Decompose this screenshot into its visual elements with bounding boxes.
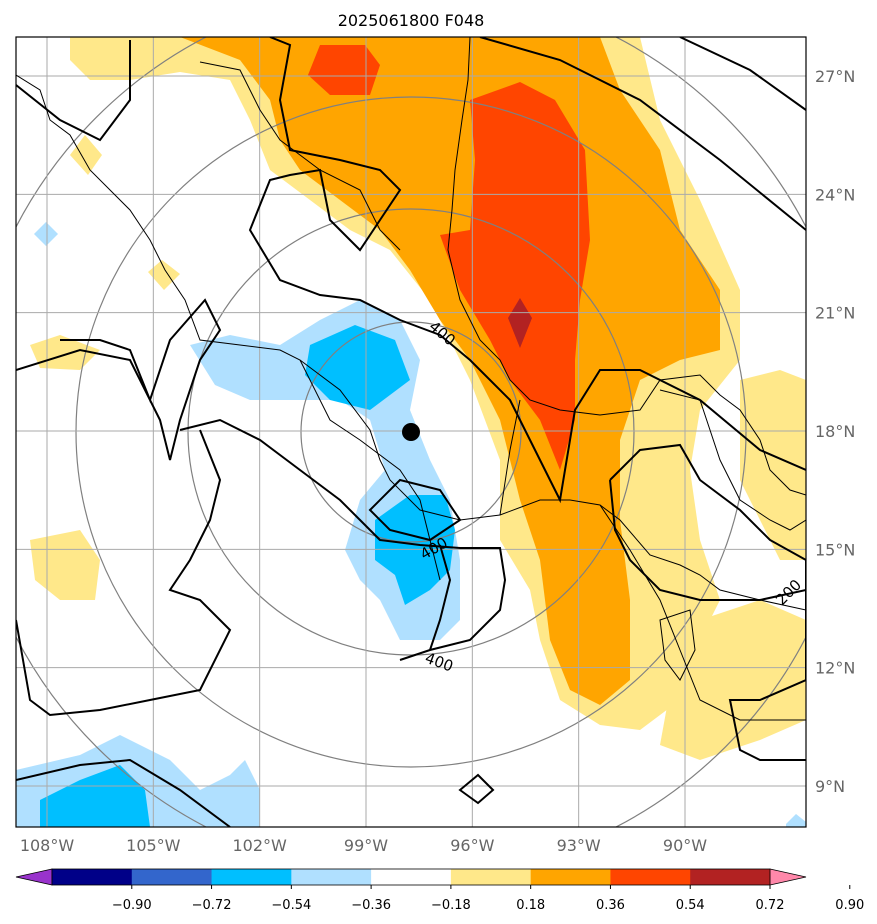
colorbar-tick-label: −0.72 bbox=[192, 898, 232, 913]
colorbar-tick-label: −0.90 bbox=[112, 898, 152, 913]
geopotential-contours bbox=[16, 37, 806, 827]
lon-label: 105°W bbox=[126, 836, 181, 855]
island-outline bbox=[659, 609, 696, 681]
gulf-coastline bbox=[447, 37, 806, 496]
colorbar: −0.90 −0.72 −0.54 −0.36 −0.18 0.18 0.36 0.54 0.7… bbox=[15, 868, 864, 913]
central-america-coast bbox=[599, 504, 806, 721]
positive-field-0.18-ne bbox=[740, 370, 806, 560]
colorbar-tick-label: 0.54 bbox=[676, 898, 705, 913]
colorbar-segment bbox=[131, 869, 213, 885]
storm-center-marker bbox=[402, 423, 420, 441]
colorbar-tick-label: 0.90 bbox=[835, 898, 864, 913]
range-ring-3 bbox=[75, 96, 747, 768]
contour-southwest bbox=[16, 429, 232, 717]
positive-field-0.18-nw1 bbox=[70, 135, 102, 175]
lon-label: 96°W bbox=[450, 836, 494, 855]
negative-field-0.36-sw bbox=[40, 765, 150, 827]
map-area: 400 400 400 200 bbox=[16, 37, 806, 827]
colorbar-segment bbox=[690, 869, 771, 885]
positive-field-0.54 bbox=[440, 82, 590, 470]
colorbar-segment bbox=[211, 869, 292, 885]
colorbar-tick-label: 0.72 bbox=[756, 898, 785, 913]
colorbar-tick-label: 0.18 bbox=[516, 898, 545, 913]
colorbar-segment bbox=[450, 869, 532, 885]
colorbar-segment bbox=[371, 869, 452, 885]
colorbar-extend-low bbox=[15, 868, 53, 886]
colorbar-tick-label: −0.18 bbox=[431, 898, 471, 913]
positive-field-0.54-north bbox=[308, 45, 380, 95]
contour-south bbox=[16, 758, 231, 827]
interior-border-2 bbox=[499, 399, 521, 516]
lon-label: 93°W bbox=[557, 836, 601, 855]
positive-field-0.72 bbox=[508, 298, 532, 348]
colorbar-tick-label: −0.36 bbox=[351, 898, 391, 913]
colorbar-segment bbox=[291, 869, 372, 885]
colorbar-frame bbox=[51, 868, 771, 886]
contour-northeast-2 bbox=[679, 37, 806, 111]
contour-west-trough bbox=[16, 40, 131, 142]
lat-label: 24°N bbox=[815, 185, 855, 204]
negative-field-0.36-south bbox=[375, 495, 455, 605]
contour-east-trough bbox=[609, 479, 806, 601]
contour-north-ridge bbox=[248, 37, 806, 504]
lat-label: 12°N bbox=[815, 659, 855, 678]
colorbar-segment bbox=[530, 869, 611, 885]
lon-label: 99°W bbox=[344, 836, 388, 855]
positive-field-0.18-nw2 bbox=[148, 260, 180, 290]
lon-label: 108°W bbox=[20, 836, 75, 855]
lat-label: 27°N bbox=[815, 67, 855, 86]
lat-label: 18°N bbox=[815, 422, 855, 441]
range-rings bbox=[16, 37, 806, 827]
range-ring-1 bbox=[300, 321, 522, 543]
lat-label: 15°N bbox=[815, 540, 855, 559]
contour-northeast bbox=[479, 37, 806, 231]
colorbar-tick-label: 0.36 bbox=[596, 898, 625, 913]
contour-central bbox=[179, 418, 507, 661]
contour-low-loop bbox=[368, 478, 462, 542]
colorbar-extend-high bbox=[769, 868, 807, 886]
map-frame bbox=[15, 36, 807, 828]
latitude-labels: 27°N 24°N 21°N 18°N 15°N 12°N 9°N bbox=[815, 67, 855, 796]
lat-label: 21°N bbox=[815, 304, 855, 323]
lon-label: 102°W bbox=[232, 836, 287, 855]
negative-field-0.18-w bbox=[34, 222, 58, 246]
colorbar-segment bbox=[52, 869, 133, 885]
lon-label: 90°W bbox=[663, 836, 707, 855]
pacific-coastline bbox=[16, 74, 806, 611]
negative-field-0.36-north bbox=[305, 325, 410, 410]
colorbar-tick-label: −0.54 bbox=[271, 898, 311, 913]
contour-east-low bbox=[609, 443, 806, 761]
contour-small-loop bbox=[458, 773, 495, 805]
contour-west bbox=[16, 298, 222, 461]
lat-label: 9°N bbox=[815, 777, 845, 796]
range-ring-2 bbox=[187, 208, 635, 656]
longitude-labels: 108°W 105°W 102°W 99°W 96°W 93°W 90°W bbox=[20, 836, 707, 855]
negative-field-0.18-se bbox=[786, 814, 806, 827]
map-title: 2025061800 F048 bbox=[338, 11, 485, 30]
colorbar-segment bbox=[610, 869, 691, 885]
